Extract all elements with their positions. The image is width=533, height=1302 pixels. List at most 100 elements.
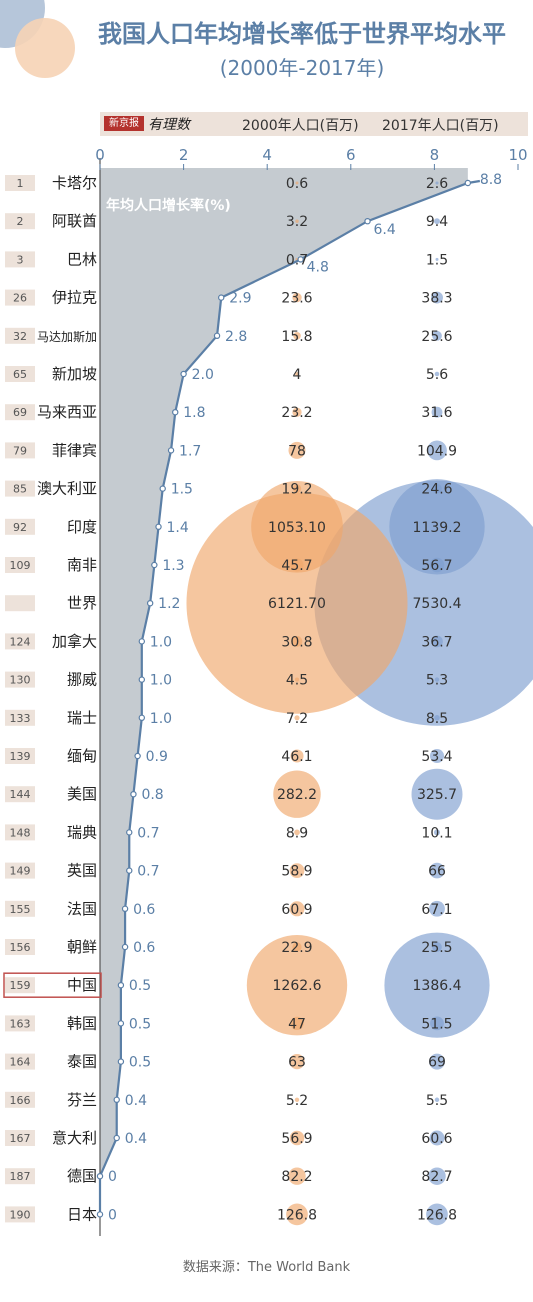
rank-badge bbox=[5, 786, 35, 803]
bubble-2000 bbox=[294, 715, 300, 721]
growth-point bbox=[172, 409, 179, 416]
rank-badge bbox=[5, 1053, 35, 1070]
rank-label: 139 bbox=[10, 750, 31, 763]
pop-2017-label: 7530.4 bbox=[413, 596, 462, 612]
bubble-2000 bbox=[292, 942, 302, 952]
bubble-2000 bbox=[246, 935, 348, 1036]
growth-point bbox=[213, 332, 221, 339]
bubble-2017 bbox=[432, 483, 442, 494]
pop-2000-label: 5.2 bbox=[286, 1093, 308, 1109]
pop-2017-label: 69 bbox=[428, 1055, 446, 1071]
bubble-2000 bbox=[291, 636, 303, 647]
rank-badge bbox=[5, 633, 35, 650]
pop-2017-label: 36.7 bbox=[421, 634, 452, 650]
country-label: 南非 bbox=[67, 556, 97, 574]
growth-label: 1.8 bbox=[183, 405, 205, 421]
rank-badge bbox=[5, 595, 35, 612]
pop-2017-label: 1.5 bbox=[426, 252, 448, 268]
pop-2017-label: 51.5 bbox=[421, 1016, 452, 1032]
pop-2017-label: 24.6 bbox=[421, 482, 452, 498]
growth-label: 0.6 bbox=[133, 902, 155, 918]
country-label: 韩国 bbox=[67, 1014, 97, 1032]
rank-badge bbox=[5, 900, 35, 917]
country-label: 法国 bbox=[67, 900, 97, 918]
pop-2017-label: 104.9 bbox=[417, 443, 457, 459]
pop-2000-label: 46.1 bbox=[281, 749, 312, 765]
country-label: 新加坡 bbox=[52, 365, 97, 383]
pop-2017-label: 5.3 bbox=[426, 673, 448, 689]
growth-point bbox=[138, 676, 145, 683]
growth-area bbox=[100, 168, 468, 1236]
country-label: 朝鲜 bbox=[67, 938, 97, 956]
rank-badge bbox=[5, 366, 35, 382]
bubble-2000 bbox=[292, 292, 302, 303]
pop-2017-label: 25.6 bbox=[421, 329, 452, 345]
growth-point bbox=[180, 370, 187, 378]
growth-label: 1.0 bbox=[150, 673, 172, 689]
growth-point bbox=[464, 179, 472, 187]
rank-badge bbox=[5, 404, 35, 421]
bubble-2017 bbox=[427, 440, 447, 461]
pop-2000-label: 3.2 bbox=[286, 214, 308, 230]
bubble-2017 bbox=[431, 406, 443, 418]
decorative-circles bbox=[0, 0, 75, 78]
country-label: 巴林 bbox=[67, 250, 97, 268]
bubble-2017 bbox=[384, 932, 490, 1038]
x-tick-label: 8 bbox=[430, 146, 440, 164]
column-header-bar bbox=[100, 112, 528, 136]
bubble-2000 bbox=[292, 484, 302, 493]
rank-badge bbox=[5, 327, 35, 344]
bubble-2000 bbox=[294, 1097, 300, 1102]
growth-label: 0.5 bbox=[129, 1016, 151, 1032]
bubble-2000 bbox=[290, 749, 304, 763]
growth-point bbox=[151, 561, 158, 569]
country-label: 瑞典 bbox=[67, 823, 97, 841]
rank-label: 155 bbox=[10, 903, 31, 916]
rank-label: 26 bbox=[13, 292, 27, 305]
pop-2017-label: 126.8 bbox=[417, 1207, 457, 1223]
rank-badge bbox=[5, 671, 35, 688]
pop-2017-label: 2.6 bbox=[426, 176, 448, 192]
bubble-2017 bbox=[411, 768, 463, 820]
growth-label: 0.7 bbox=[137, 864, 159, 880]
pop-2000-label: 22.9 bbox=[281, 940, 312, 956]
country-label: 泰国 bbox=[67, 1053, 97, 1071]
pop-2017-label: 82.7 bbox=[421, 1169, 452, 1185]
growth-label: 0.9 bbox=[146, 749, 168, 765]
growth-point bbox=[121, 905, 129, 913]
pop-2000-label: 4 bbox=[293, 367, 302, 383]
country-label: 美国 bbox=[67, 785, 97, 803]
pop-2000-label: 58.9 bbox=[281, 864, 312, 880]
bubble-2017 bbox=[433, 829, 441, 836]
bubble-2000 bbox=[289, 863, 305, 878]
pop-2017-label: 1139.2 bbox=[413, 520, 462, 536]
bubble-2000 bbox=[251, 480, 343, 573]
growth-point bbox=[138, 638, 145, 645]
bubble-2017 bbox=[426, 1203, 448, 1226]
rank-badge bbox=[5, 175, 35, 191]
rank-badge bbox=[5, 939, 35, 955]
bubble-2017 bbox=[434, 1097, 440, 1103]
rank-label: 167 bbox=[10, 1132, 31, 1145]
country-label: 世界 bbox=[67, 594, 97, 612]
country-label: 瑞士 bbox=[67, 709, 97, 727]
country-label: 菲律宾 bbox=[52, 441, 97, 459]
growth-label: 0.5 bbox=[129, 1055, 151, 1071]
growth-point bbox=[159, 485, 166, 492]
country-label: 马达加斯加 bbox=[37, 330, 97, 344]
growth-label: 6.4 bbox=[374, 222, 396, 238]
bubble-2000 bbox=[292, 407, 302, 417]
bubble-2000 bbox=[295, 372, 299, 376]
bubble-2017 bbox=[429, 862, 445, 879]
x-tick-label: 4 bbox=[262, 146, 272, 164]
x-tick-label: 6 bbox=[346, 146, 356, 164]
pop-2017-label: 325.7 bbox=[417, 787, 457, 803]
pop-2017-label: 5.6 bbox=[426, 367, 448, 383]
country-label: 意大利 bbox=[52, 1129, 97, 1147]
rank-badge bbox=[5, 1091, 35, 1108]
rank-label: 164 bbox=[10, 1056, 31, 1069]
decor-circle-blue bbox=[0, 0, 45, 48]
x-tick-label: 2 bbox=[179, 146, 189, 164]
rank-badge bbox=[5, 862, 35, 879]
data-source: 数据来源：The World Bank bbox=[182, 1260, 351, 1275]
